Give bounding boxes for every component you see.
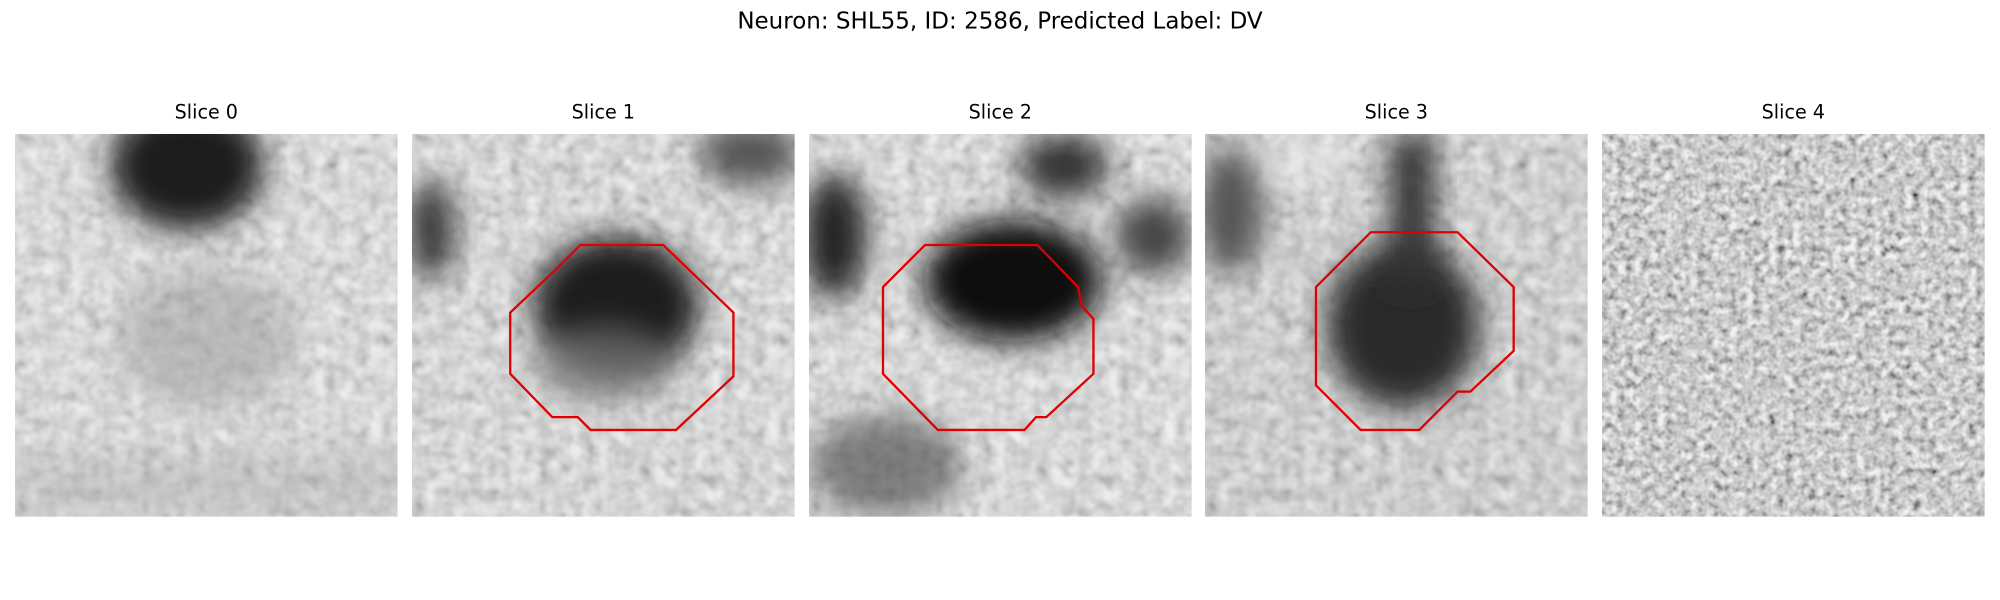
slice-image [1205, 134, 1588, 517]
panel-title: Slice 4 [1762, 101, 1825, 124]
roi-outline [509, 243, 735, 432]
panel-title: Slice 1 [572, 101, 635, 124]
slice-image [412, 134, 795, 517]
slice-image [1602, 134, 1985, 517]
panel-title: Slice 3 [1365, 101, 1428, 124]
roi-outline [1314, 231, 1515, 432]
panel-title: Slice 0 [175, 101, 238, 124]
slice-panel: Slice 2 [809, 101, 1192, 517]
panel-title: Slice 2 [969, 101, 1032, 124]
slice-panel: Slice 3 [1205, 101, 1588, 517]
slice-panel: Slice 0 [15, 101, 398, 517]
slice-panel: Slice 4 [1602, 101, 1985, 517]
figure-title: Neuron: SHL55, ID: 2586, Predicted Label… [737, 9, 1263, 35]
roi-outline [881, 243, 1095, 432]
slice-image [15, 134, 398, 517]
slice-panel: Slice 1 [412, 101, 795, 517]
slice-image [809, 134, 1192, 517]
